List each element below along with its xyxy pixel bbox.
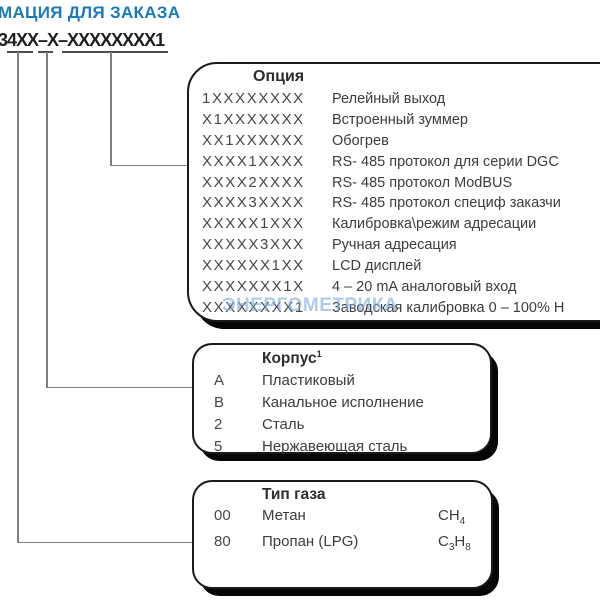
option-row: X1XXXXXXX Встроенный зуммер — [202, 110, 564, 131]
gas-formula: CH4 — [438, 503, 465, 529]
formula-subscript: 8 — [465, 542, 471, 553]
option-row: XXXXX3XXX Ручная адресация — [202, 235, 564, 256]
gas-row: 80 Пропан (LPG) C3H8 — [214, 529, 471, 555]
housing-title-text: Корпус — [262, 350, 317, 368]
option-label: LCD дисплей — [332, 258, 422, 275]
formula-subscript: 3 — [448, 542, 455, 553]
option-row: XXXX2XXXX RS- 485 протокол ModBUS — [202, 173, 564, 194]
option-label: Ручная адресация — [332, 237, 457, 254]
option-row: 1XXXXXXXX Релейный выход — [202, 89, 564, 110]
gas-label: Метан — [262, 507, 306, 524]
model-underline-option — [62, 51, 168, 53]
option-code: XXXXX3XXX — [202, 236, 305, 254]
option-label: 4 – 20 mA аналоговый вход — [332, 279, 517, 296]
housing-row: A Пластиковый — [214, 370, 424, 392]
option-code: XXXX1XXXX — [202, 152, 305, 170]
housing-label: Сталь — [262, 416, 305, 433]
connector-option-horizontal — [110, 164, 189, 166]
option-row: XXXXXXXX1 Заводская калибровка 0 – 100% … — [202, 298, 564, 319]
housing-code: B — [214, 394, 225, 411]
option-code: XXXX3XXXX — [202, 194, 305, 212]
housing-row: 5 Нержавеющая сталь — [214, 436, 424, 458]
option-label: Встроенный зуммер — [332, 111, 468, 128]
housing-rows: A Пластиковый B Канальное исполнение 2 С… — [214, 370, 424, 458]
formula-part: C — [438, 533, 449, 550]
housing-title-footnote: 1 — [316, 349, 322, 359]
option-label: Заводская калибровка 0 – 100% Н — [332, 299, 565, 316]
housing-row: 2 Сталь — [214, 414, 424, 436]
housing-label: Пластиковый — [262, 372, 355, 389]
formula-part: CH — [438, 507, 460, 524]
option-label: RS- 485 протокол для серии DGC — [332, 153, 559, 170]
option-row: XXXXXX1XX LCD дисплей — [202, 256, 564, 277]
option-row: XXXXXXX1X 4 – 20 mA аналоговый вход — [202, 277, 564, 298]
housing-box: Корпус1 A Пластиковый B Канальное исполн… — [192, 343, 492, 455]
model-underline-housing — [38, 51, 53, 53]
gas-rows: 00 Метан CH4 80 Пропан (LPG) C3H8 — [214, 503, 471, 555]
model-code: 34XX–X–XXXXXXXX1 — [0, 30, 165, 50]
formula-subscript: 4 — [459, 516, 466, 527]
housing-row: B Канальное исполнение — [214, 392, 424, 414]
option-label: Релейный выход — [332, 91, 446, 107]
connector-gas-vertical — [17, 52, 19, 543]
option-rows: 1XXXXXXXX Релейный выход X1XXXXXXX Встро… — [202, 89, 564, 319]
housing-label: Канальное исполнение — [262, 394, 424, 411]
watermark-text: ЭНЕРГОМЕТРИКА — [222, 295, 399, 316]
option-label: Калибровка\режим адресации — [332, 216, 537, 233]
gas-type-box: Тип газа 00 Метан CH4 80 Пропан (LPG) C3… — [192, 480, 493, 589]
connector-gas-horizontal — [17, 541, 193, 543]
option-code: XXXXXX1XX — [202, 257, 305, 275]
connector-housing-horizontal — [46, 386, 194, 388]
gas-label: Пропан (LPG) — [262, 533, 359, 550]
option-code: X1XXXXXXX — [202, 110, 305, 128]
gas-code: 80 — [214, 533, 231, 550]
connector-option-vertical — [110, 52, 112, 166]
gas-code: 00 — [214, 507, 231, 524]
connector-housing-vertical — [46, 52, 48, 388]
page-title: МАЦИЯ ДЛЯ ЗАКАЗА — [0, 3, 181, 22]
option-code: XXXXXXX1X — [202, 278, 305, 296]
model-underline-gas — [7, 51, 33, 53]
option-label: RS- 485 протокол ModBUS — [332, 174, 513, 191]
gas-row: 00 Метан CH4 — [214, 503, 471, 529]
option-code: XXXXX1XXX — [202, 215, 305, 233]
gas-formula: C3H8 — [438, 529, 471, 555]
option-row: XX1XXXXXX Обогрев — [202, 131, 564, 152]
option-label: Обогрев — [332, 132, 389, 149]
option-row: XXXXX1XXX Калибровка\режим адресации — [202, 214, 564, 235]
option-label: RS- 485 протокол специф заказчи — [332, 195, 561, 212]
housing-label: Нержавеющая сталь — [262, 438, 408, 455]
option-code: XX1XXXXXX — [202, 131, 305, 149]
housing-code: A — [214, 372, 225, 389]
option-code: 1XXXXXXXX — [202, 90, 305, 107]
option-code: XXXXXXXX1 — [202, 298, 305, 316]
housing-box-title: Корпус1 — [262, 349, 322, 368]
formula-part: H — [454, 533, 466, 550]
option-box: Опция 1XXXXXXXX Релейный выход X1XXXXXXX… — [187, 62, 600, 322]
option-box-title: Опция — [253, 68, 305, 85]
option-code: XXXX2XXXX — [202, 173, 305, 191]
housing-code: 5 — [214, 438, 223, 455]
option-row: XXXX3XXXX RS- 485 протокол специф заказч… — [202, 193, 564, 214]
housing-code: 2 — [214, 416, 223, 433]
option-row: XXXX1XXXX RS- 485 протокол для серии DGC — [202, 152, 564, 173]
gas-box-title: Тип газа — [262, 486, 326, 503]
